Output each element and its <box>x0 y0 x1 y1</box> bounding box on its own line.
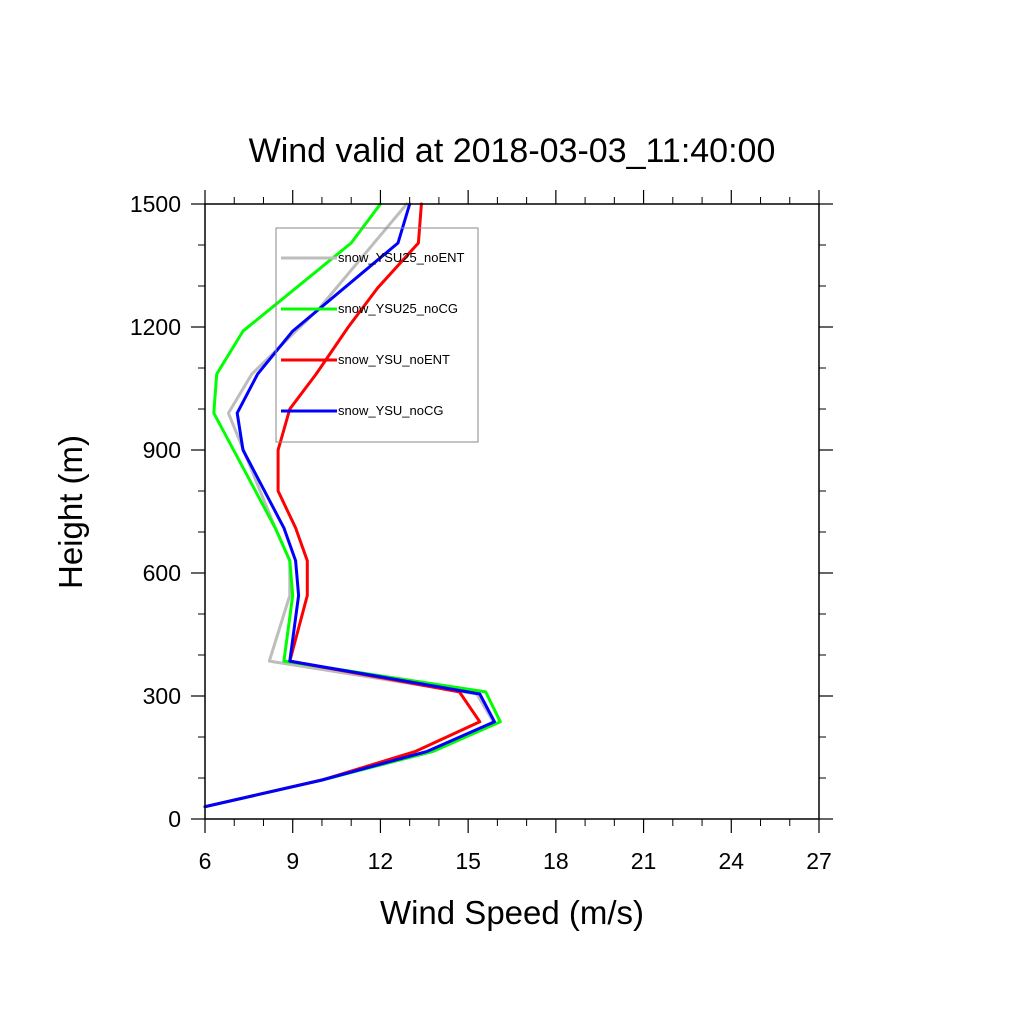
x-tick-label: 24 <box>718 848 744 874</box>
y-axis-title: Height (m) <box>52 435 89 589</box>
series-line-snow_YSU_noENT <box>203 202 482 809</box>
y-tick-label: 1500 <box>130 191 181 217</box>
legend-box <box>275 227 479 443</box>
plot-frame: 6 9 12 15 18 21 24 27 0 300 600 900 1200 1500 <box>130 190 833 874</box>
x-tick-label: 27 <box>806 848 832 874</box>
y-tick-label: 0 <box>168 806 181 832</box>
x-tick-label: 6 <box>199 848 212 874</box>
x-tick-label: 15 <box>455 848 481 874</box>
legend-label: snow_YSU_noCG <box>338 403 444 418</box>
x-axis-title: Wind Speed (m/s) <box>380 894 644 931</box>
series-line-snow_YSU_noCG <box>203 202 496 809</box>
y-tick-label: 600 <box>143 560 181 586</box>
legend-label: snow_YSU25_noENT <box>338 250 465 265</box>
series-line-snow_YSU25_noENT <box>203 202 496 809</box>
legend: snow_YSU25_noENT snow_YSU25_noCG snow_YSU_… <box>275 227 479 443</box>
x-tick-label: 12 <box>368 848 394 874</box>
series-layer <box>203 202 502 809</box>
chart-title: Wind valid at 2018-03-03_11:40:00 <box>249 132 776 170</box>
legend-label: snow_YSU_noENT <box>338 352 450 367</box>
x-tick-label: 9 <box>286 848 299 874</box>
series-line-snow_YSU25_noCG <box>203 202 502 809</box>
x-tick-label: 18 <box>543 848 569 874</box>
y-tick-label: 1200 <box>130 314 181 340</box>
y-tick-label: 300 <box>143 683 181 709</box>
plot-border <box>204 203 820 820</box>
y-tick-label: 900 <box>143 437 181 463</box>
legend-label: snow_YSU25_noCG <box>338 301 458 316</box>
x-tick-label: 21 <box>631 848 657 874</box>
